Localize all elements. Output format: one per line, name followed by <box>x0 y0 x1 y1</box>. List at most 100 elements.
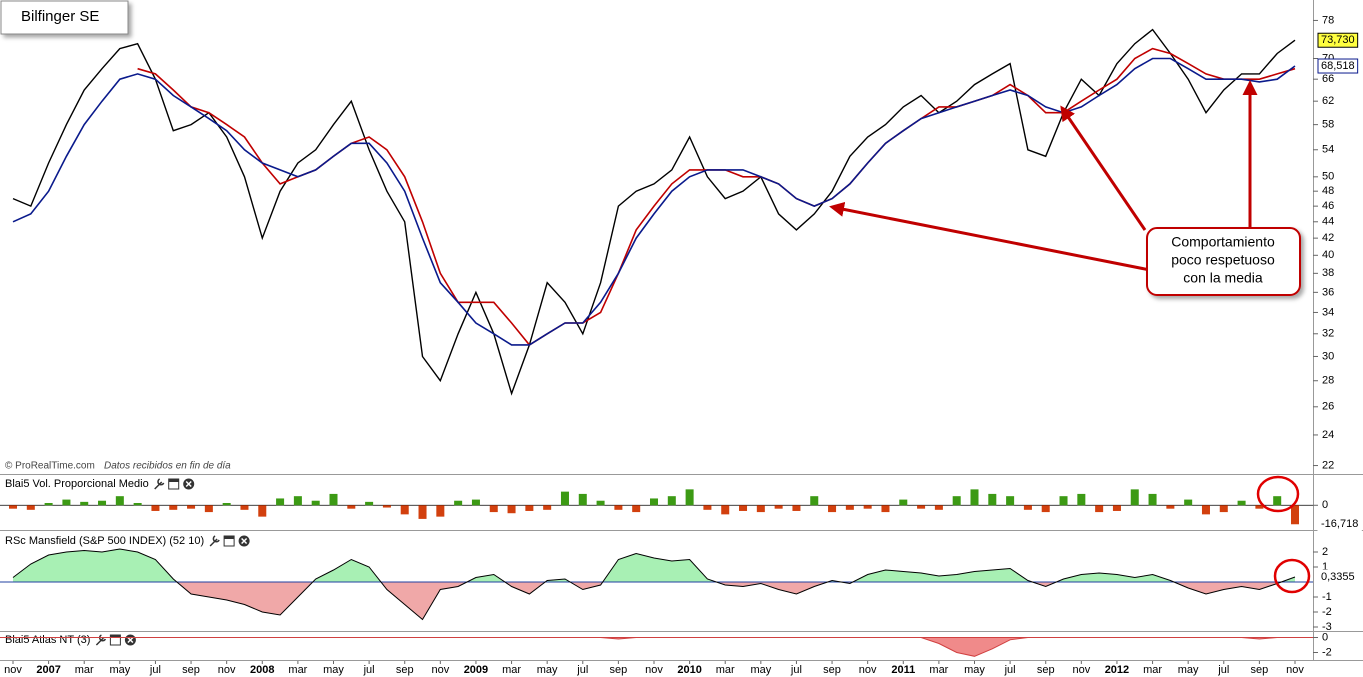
bar <box>614 505 623 510</box>
bar <box>204 505 213 513</box>
bar <box>578 493 587 506</box>
x-tick-label: may <box>537 664 558 676</box>
bar <box>1006 496 1015 506</box>
bar <box>881 505 890 513</box>
x-tick-label: may <box>323 664 344 676</box>
y-tick-label: 62 <box>1322 95 1334 107</box>
bar <box>596 500 605 506</box>
bar <box>293 496 302 506</box>
bar <box>721 505 730 515</box>
bar <box>1201 505 1210 515</box>
bar <box>151 505 160 511</box>
icon-settings <box>209 535 220 547</box>
bar <box>1023 505 1032 510</box>
bar <box>1041 505 1050 513</box>
bar <box>1059 496 1068 506</box>
x-tick-label: nov <box>1072 664 1090 676</box>
bar <box>400 505 409 515</box>
panel-title: Blai5 Atlas NT (3) <box>5 634 90 646</box>
source: © ProRealTime.com <box>5 461 95 472</box>
x-tick-label: 2011 <box>891 664 915 676</box>
bar <box>80 501 89 506</box>
icon-close-x <box>127 636 134 644</box>
bar <box>739 505 748 511</box>
bar <box>311 500 320 506</box>
bar <box>240 505 249 510</box>
y-tick-label: 40 <box>1322 249 1334 261</box>
bar <box>899 499 908 506</box>
bar <box>917 505 926 509</box>
x-tick-label: nov <box>4 664 22 676</box>
y-tick-label: 0 <box>1322 631 1328 643</box>
y-tick-label: 32 <box>1322 328 1334 340</box>
area-negative <box>13 582 1295 620</box>
bar <box>347 505 356 509</box>
bar <box>845 505 854 510</box>
x-tick-label: jul <box>1004 664 1016 676</box>
area-line <box>13 637 1295 657</box>
x-tick-label: mar <box>288 664 307 676</box>
icon-window-bar <box>224 536 235 539</box>
bar <box>685 489 694 506</box>
x-tick-label: sep <box>1251 664 1269 676</box>
bar <box>828 505 837 513</box>
bar <box>1095 505 1104 513</box>
bar <box>329 493 338 506</box>
bar <box>1273 496 1282 506</box>
bar <box>988 493 997 506</box>
bar <box>1255 505 1264 509</box>
bar <box>934 505 943 510</box>
bar <box>649 498 659 506</box>
x-tick-label: 2008 <box>250 664 274 676</box>
bar <box>703 505 712 510</box>
area-positive <box>13 549 1295 582</box>
x-tick-label: may <box>750 664 771 676</box>
bar <box>169 505 178 510</box>
y-tick-label: -1 <box>1322 591 1332 603</box>
bar <box>489 505 498 513</box>
x-tick-label: sep <box>610 664 628 676</box>
bar <box>1077 493 1086 506</box>
area-negative <box>13 637 1295 657</box>
chart-title: Bilfinger SE <box>21 8 99 25</box>
y-tick-label: 24 <box>1322 429 1334 441</box>
title-box: Bilfinger SE <box>0 0 129 35</box>
x-tick-label: nov <box>431 664 449 676</box>
bar <box>810 496 819 506</box>
bar <box>133 503 142 506</box>
x-tick-label: mar <box>716 664 735 676</box>
bar <box>44 503 53 506</box>
bar <box>418 505 427 519</box>
y-tick-label: 34 <box>1322 306 1334 318</box>
bar <box>1166 505 1175 509</box>
bar <box>436 505 445 517</box>
last-value-label-box <box>1317 32 1359 48</box>
y-tick-label: 36 <box>1322 286 1334 298</box>
x-tick-label: 2007 <box>36 664 60 676</box>
highlight-circle <box>1256 475 1300 513</box>
icon-settings <box>154 478 165 490</box>
bar <box>756 505 765 513</box>
last-value-label: -16,718 <box>1321 518 1358 530</box>
y-tick-label: 66 <box>1322 73 1334 85</box>
series-line <box>12 57 1296 346</box>
y-tick-label: 0 <box>1322 499 1328 511</box>
bar <box>98 500 107 506</box>
x-tick-label: may <box>964 664 985 676</box>
bar <box>970 489 979 506</box>
panel-title: Blai5 Vol. Proporcional Medio <box>5 478 149 490</box>
bar <box>507 505 516 514</box>
panel-frames <box>0 0 1363 661</box>
x-tick-label: nov <box>645 664 663 676</box>
bar <box>543 505 552 510</box>
y-tick-label: 42 <box>1322 232 1334 244</box>
bar <box>952 496 961 506</box>
y-tick-label: -3 <box>1322 621 1332 633</box>
x-tick-label: jul <box>149 664 161 676</box>
arrow <box>829 201 1151 272</box>
x-tick-label: sep <box>823 664 841 676</box>
arrow <box>1060 105 1147 231</box>
bar <box>1290 505 1300 525</box>
bar <box>1219 505 1228 513</box>
bar <box>667 496 676 506</box>
